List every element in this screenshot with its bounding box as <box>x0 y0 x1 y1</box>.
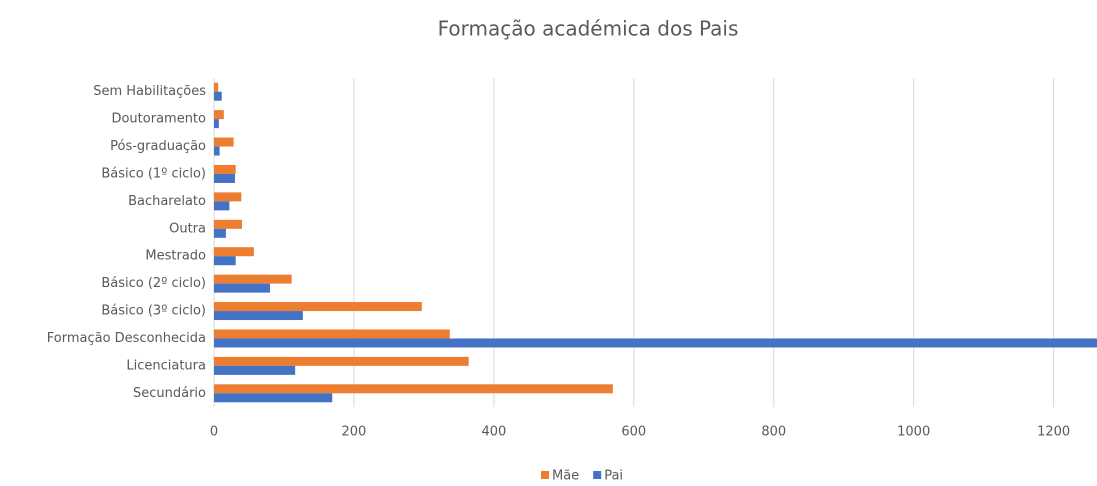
bar <box>214 393 333 403</box>
bar <box>214 164 236 174</box>
y-tick-label: Licenciatura <box>126 358 206 373</box>
bar <box>214 201 230 211</box>
bar <box>214 82 219 92</box>
bar <box>214 384 613 394</box>
x-tick-label: 200 <box>342 425 367 440</box>
bar <box>214 365 296 375</box>
y-tick-label: Sem Habilitações <box>93 84 206 99</box>
chart-title: Formação académica dos Pais <box>438 17 739 41</box>
y-tick-label: Doutoramento <box>111 112 206 127</box>
bar <box>214 146 220 156</box>
bar <box>214 119 219 129</box>
bar <box>214 256 236 266</box>
y-tick-label: Pós-graduação <box>110 139 206 154</box>
legend-label: Mãe <box>552 469 579 483</box>
x-tick-label: 600 <box>621 425 646 440</box>
bar <box>214 192 242 202</box>
bar <box>214 91 222 101</box>
bar <box>214 228 226 238</box>
bar <box>214 283 270 293</box>
y-tick-label: Formação Desconhecida <box>47 331 206 346</box>
bar <box>214 173 235 183</box>
x-tick-label: 800 <box>761 425 786 440</box>
bar <box>214 302 422 312</box>
bar <box>214 311 303 321</box>
bar <box>214 329 450 339</box>
y-tick-label: Mestrado <box>145 249 206 264</box>
y-tick-label: Básico (3º ciclo) <box>101 304 206 319</box>
bar <box>214 356 469 366</box>
bar <box>214 110 224 120</box>
y-tick-label: Bacharelato <box>128 194 206 209</box>
y-tick-label: Outra <box>169 221 206 236</box>
bar <box>214 219 242 229</box>
y-tick-label: Básico (1º ciclo) <box>101 166 206 181</box>
bar <box>214 137 234 147</box>
x-tick-label: 1000 <box>897 425 930 440</box>
legend-swatch <box>541 471 549 479</box>
bar <box>214 274 292 284</box>
x-tick-label: 0 <box>210 425 218 440</box>
bar <box>214 247 254 257</box>
x-tick-label: 1200 <box>1037 425 1070 440</box>
x-tick-label: 400 <box>481 425 506 440</box>
y-tick-label: Secundário <box>133 386 206 401</box>
legend-swatch <box>593 471 602 479</box>
bar <box>214 338 1097 348</box>
y-tick-label: Básico (2º ciclo) <box>101 276 206 291</box>
legend-label: Pai <box>604 469 623 483</box>
